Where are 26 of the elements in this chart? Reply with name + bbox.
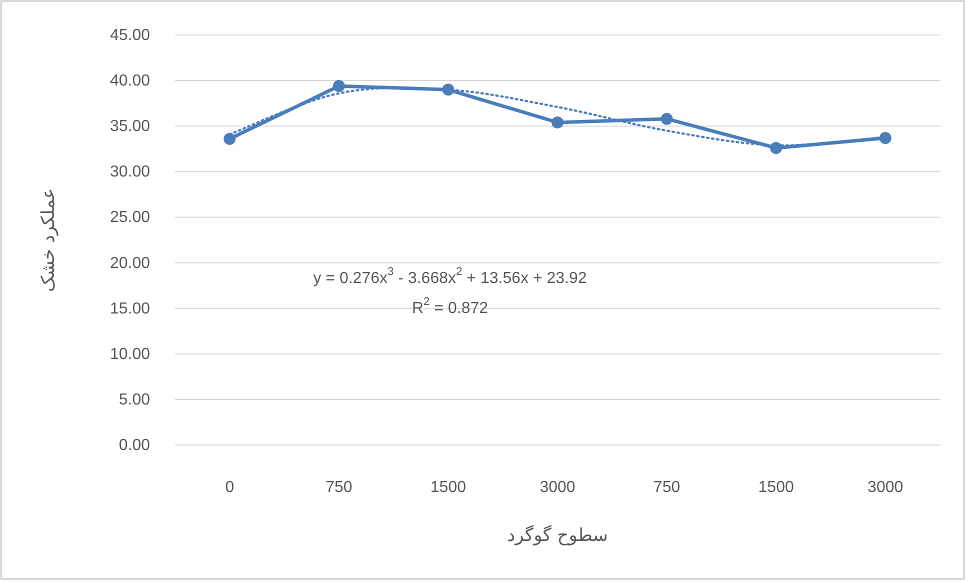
y-tick-label: 30.00 [110,163,150,180]
y-tick-label: 25.00 [110,208,150,226]
point [552,116,564,128]
y-tick-label: 0.00 [118,436,150,454]
x-tick-label: 1500 [430,478,466,496]
x-tick-label: 0 [225,478,234,496]
y-tick-label: 20.00 [110,254,150,272]
x-tick-label: 3000 [540,478,576,496]
y-tick-label: 40.00 [110,72,150,90]
x-axis-title: سطوح گوگرد [507,524,608,546]
y-tick-label: 5.00 [118,390,150,408]
annotation: y = 0.276x$^{3}$ - 3.668x$^{2}$ + 13.56x + 23.92 [313,266,587,286]
x-tick-label: 1500 [758,478,794,496]
point [224,132,236,145]
x-tick-label: 3000 [868,478,904,496]
point [879,132,892,144]
x-tick-label: 750 [326,478,352,496]
x-tick-label: 750 [653,478,680,496]
y-tick-label: 10.00 [110,345,150,362]
point [660,112,673,125]
y-axis-title: عملکرد خشک [38,188,58,292]
y-tick-label: 45.00 [110,26,150,44]
point [332,80,345,92]
annotation: R$^{2}$ = 0.872 [412,296,488,316]
y-tick-label: 35.00 [110,118,150,135]
y-tick-label: 15.00 [110,300,150,317]
